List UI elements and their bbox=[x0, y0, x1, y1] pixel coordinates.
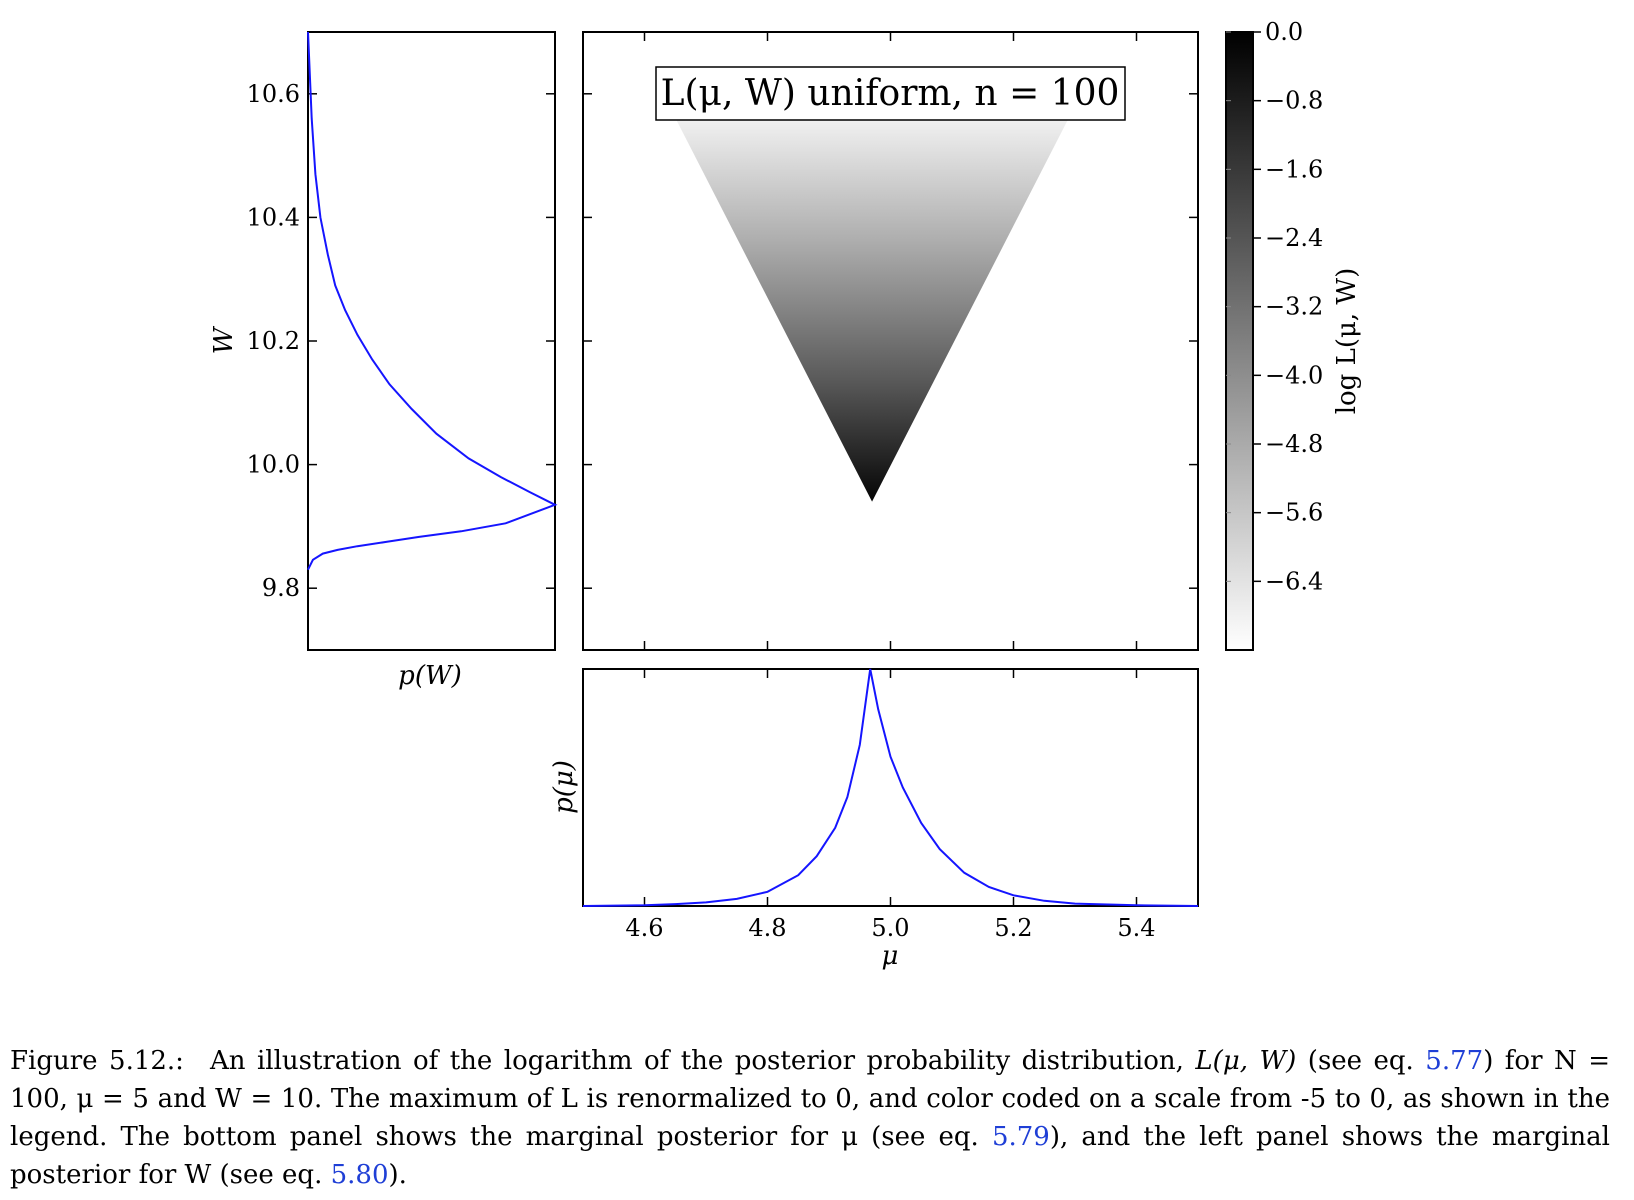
marginal-w-panel: 9.8 10.0 10.2 10.4 10.6 p(W) W bbox=[209, 31, 558, 691]
marginal-w-curve bbox=[307, 31, 558, 571]
mu-xtick-label: 5.0 bbox=[871, 914, 909, 942]
colorbar-tick-label: −3.2 bbox=[1265, 293, 1323, 321]
colorbar: 0.0 −0.8 −1.6 −2.4 −3.2 −4.0 −4.8 −5.6 −6.4 log … bbox=[1225, 18, 1362, 651]
w-ytick-label: 10.4 bbox=[247, 203, 300, 231]
caption-text-1: An illustration of the logarithm of the … bbox=[209, 1046, 1184, 1076]
w-ytick-label: 10.6 bbox=[247, 80, 300, 108]
marginal-w-yticks: 9.8 10.0 10.2 10.4 10.6 bbox=[247, 80, 555, 602]
colorbar-tick-label: −5.6 bbox=[1265, 499, 1323, 527]
likelihood-triangle bbox=[662, 93, 1082, 502]
colorbar-label: log L(μ, W) bbox=[1332, 268, 1362, 415]
marginal-mu-ylabel: p(μ) bbox=[549, 760, 579, 814]
joint-ticks bbox=[583, 32, 1198, 650]
w-ytick-label: 9.8 bbox=[262, 574, 300, 602]
colorbar-tick-label: −4.8 bbox=[1265, 430, 1323, 458]
mu-xtick-label: 5.2 bbox=[994, 914, 1032, 942]
caption-ref-1[interactable]: 5.77 bbox=[1425, 1046, 1484, 1076]
caption-symbol-l: L(μ, W) bbox=[1195, 1046, 1297, 1076]
caption-text-4: N = 100, μ = 5 and W = 10. The maximum o… bbox=[10, 1046, 1611, 1152]
marginal-w-frame bbox=[307, 31, 556, 651]
colorbar-tick-label: −6.4 bbox=[1265, 567, 1323, 595]
colorbar-tick-label: −1.6 bbox=[1265, 155, 1323, 183]
legend-text: L(μ, W) uniform, n = 100 bbox=[661, 73, 1120, 114]
caption-text-2: (see eq. bbox=[1296, 1046, 1426, 1076]
marginal-w-ylabel: W bbox=[209, 325, 239, 354]
colorbar-tick-label: −0.8 bbox=[1265, 87, 1323, 115]
marginal-mu-panel: 4.6 4.8 5.0 5.2 5.4 μ p(μ) bbox=[549, 668, 1199, 971]
marginal-mu-xticks: 4.6 4.8 5.0 5.2 5.4 bbox=[625, 669, 1156, 942]
marginal-mu-curve bbox=[582, 668, 1199, 907]
mu-xtick-label: 4.8 bbox=[748, 914, 786, 942]
colorbar-gradient bbox=[1225, 31, 1254, 651]
w-ytick-label: 10.2 bbox=[247, 327, 300, 355]
mu-xtick-label: 5.4 bbox=[1117, 914, 1155, 942]
legend-box bbox=[655, 66, 1126, 121]
marginal-mu-xlabel: μ bbox=[882, 941, 899, 971]
joint-panel: L(μ, W) uniform, n = 100 bbox=[582, 31, 1199, 651]
w-ytick-label: 10.0 bbox=[247, 451, 300, 479]
colorbar-tick-label: −2.4 bbox=[1265, 224, 1323, 252]
colorbar-tick-label: −4.0 bbox=[1265, 361, 1323, 389]
caption-text-5: ), and the left panel shows the marginal… bbox=[10, 1122, 1610, 1190]
marginal-w-xlabel: p(W) bbox=[398, 661, 462, 691]
marginal-mu-frame bbox=[582, 668, 1199, 907]
caption-text-6: ). bbox=[388, 1160, 407, 1190]
caption-text-3: ) for bbox=[1483, 1046, 1543, 1076]
caption-label: Figure 5.12.: bbox=[10, 1046, 184, 1076]
mu-xtick-label: 4.6 bbox=[625, 914, 663, 942]
colorbar-tick-label: 0.0 bbox=[1265, 18, 1303, 46]
figure-caption: Figure 5.12.: An illustration of the loga… bbox=[10, 1042, 1610, 1194]
caption-ref-3[interactable]: 5.80 bbox=[330, 1160, 389, 1190]
figure: 9.8 10.0 10.2 10.4 10.6 p(W) W L(μ, W) unifo… bbox=[209, 18, 1362, 971]
colorbar-ticks: 0.0 −0.8 −1.6 −2.4 −3.2 −4.0 −4.8 −5.6 −6.4 bbox=[1226, 18, 1323, 595]
caption-ref-2[interactable]: 5.79 bbox=[991, 1122, 1050, 1152]
